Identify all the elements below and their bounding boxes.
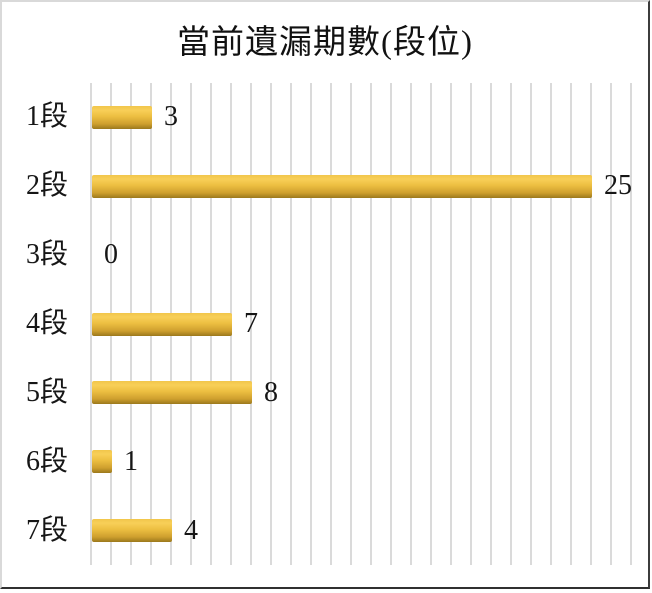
category-label: 1段 <box>25 101 68 133</box>
chart-row: 0 <box>90 221 646 290</box>
chart-row: 25 <box>90 152 646 221</box>
value-label: 1 <box>124 445 138 477</box>
chart-title: 當前遺漏期數(段位) <box>177 25 473 61</box>
chart-row: 1 <box>90 427 646 496</box>
value-label: 8 <box>264 376 278 408</box>
category-label: 6段 <box>25 445 68 477</box>
value-label: 25 <box>604 170 632 202</box>
value-bar <box>92 174 592 198</box>
category-row: 6段 <box>2 427 68 496</box>
category-label: 3段 <box>25 239 68 271</box>
chart-row: 7 <box>90 290 646 359</box>
category-axis: 1段 2段 3段 4段 5段 6段 7段 <box>2 83 68 565</box>
value-bar <box>92 381 252 405</box>
category-label: 5段 <box>25 376 68 408</box>
value-label: 7 <box>244 308 258 339</box>
value-label: 0 <box>104 239 118 271</box>
value-bar <box>92 450 112 474</box>
chart-row: 4 <box>90 496 646 565</box>
value-label: 4 <box>184 514 198 546</box>
bars-container: 3 25 0 7 8 1 4 <box>90 83 646 565</box>
category-label: 4段 <box>25 308 68 339</box>
value-label: 3 <box>164 101 178 133</box>
category-row: 4段 <box>2 290 68 359</box>
category-label: 2段 <box>25 170 68 202</box>
value-bar <box>92 105 152 129</box>
category-label: 7段 <box>25 514 68 546</box>
chart-row: 3 <box>90 83 646 152</box>
value-bar <box>92 519 172 543</box>
category-row: 5段 <box>2 358 68 427</box>
chart-row: 8 <box>90 358 646 427</box>
category-row: 7段 <box>2 496 68 565</box>
category-row: 1段 <box>2 83 68 152</box>
category-row: 3段 <box>2 221 68 290</box>
category-row: 2段 <box>2 152 68 221</box>
value-bar <box>92 312 232 336</box>
